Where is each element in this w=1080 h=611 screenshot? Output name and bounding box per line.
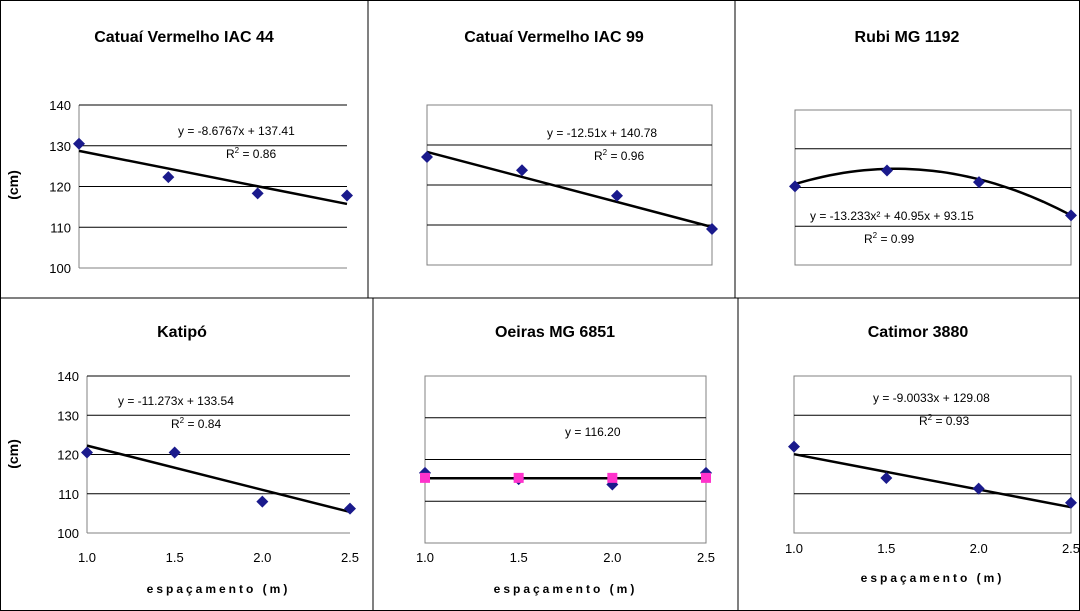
y-tick-label: 100 [57,526,79,541]
x-tick-label: 2.5 [1062,541,1080,556]
x-tick-label: 1.5 [166,550,184,565]
data-point [788,440,800,453]
data-point [81,446,93,459]
trendline [794,167,1072,217]
x-tick-label: 1.0 [78,550,96,565]
data-point [789,180,801,193]
x-axis-title: espaçamento (m) [861,571,1005,585]
data-point [516,164,528,177]
chart-panel-6: Catimor 3880 1.0 1.5 2.0 2.5 espaçamento (m) y… [785,324,1080,585]
data-point [251,187,264,200]
y-tick-label: 130 [49,139,71,154]
chart-title: Katipó [157,324,207,341]
data-point [972,482,985,495]
r-squared-label: R2 = 0.96 [594,148,644,163]
data-point-alt [607,472,618,483]
x-tick-label: 2.5 [341,550,359,565]
y-tick-label: 100 [49,261,71,276]
trendline [793,452,1072,509]
chart-panel-2: Catuaí Vermelho IAC 99 y = -12.51x + 140.… [421,29,718,266]
data-point [421,151,433,163]
data-point-alt [513,472,524,483]
data-point [256,495,269,508]
data-point [344,502,356,515]
x-tick-label: 1.0 [785,541,803,556]
trend-equation: y = -12.51x + 140.78 [547,126,657,140]
x-axis-title: espaçamento (m) [494,582,638,596]
data-point [168,446,181,459]
x-axis-title: espaçamento (m) [147,582,291,596]
trend-equation: y = -8.6767x + 137.41 [178,124,295,138]
trend-equation: y = 116.20 [565,425,621,439]
y-tick-label: 110 [50,220,71,235]
data-point [1065,209,1077,222]
y-tick-label: 120 [57,448,79,463]
data-point [73,137,85,150]
x-tick-label: 1.5 [877,541,895,556]
trend-equation: y = -13.233x² + 40.95x + 93.15 [810,209,974,223]
y-tick-label: 110 [58,487,79,502]
chart-title: Rubi MG 1192 [855,29,960,46]
trend-equation: y = -9.0033x + 129.08 [873,391,990,405]
data-point [611,189,623,202]
data-point [880,472,893,485]
chart-title: Catuaí Vermelho IAC 99 [464,29,644,46]
trendline [78,149,348,206]
y-tick-label: 120 [49,180,71,195]
chart-title: Oeiras MG 6851 [495,324,615,341]
trend-equation: y = -11.273x + 133.54 [118,394,234,408]
y-axis-title: (cm) [5,170,21,200]
data-point [706,223,718,235]
data-point-alt [420,472,430,483]
chart-panel-3: Rubi MG 1192 y = -13.233x² + 40.95x + 93.… [789,29,1077,266]
trendline [86,444,351,514]
x-tick-label: 2.0 [970,541,988,556]
r-squared-label: R2 = 0.84 [171,416,221,431]
x-tick-label: 1.0 [416,550,434,565]
chart-panel-1: Catuaí Vermelho IAC 44 100 110 120 130 140 (cm… [5,29,353,276]
chart-panel-4: Katipó 100 110 120 130 140 1.0 1.5 2.0 2.5 (cm) esp… [5,324,359,596]
x-tick-label: 2.0 [603,550,621,565]
x-tick-label: 2.0 [253,550,271,565]
y-tick-label: 140 [57,369,79,384]
r-squared-label: R2 = 0.99 [864,231,914,246]
data-point [973,176,985,189]
y-tick-label: 130 [57,408,79,423]
r-squared-label: R2 = 0.93 [919,413,969,428]
chart-title: Catuaí Vermelho IAC 44 [94,29,274,46]
chart-panel-5: Oeiras MG 6851 1.0 1.5 2.0 2.5 espaçamento (m… [416,324,715,596]
data-point-alt [701,472,711,483]
trendline [426,150,713,229]
y-axis-title: (cm) [5,439,21,469]
data-point [881,164,893,177]
data-point [1065,496,1077,509]
r-squared-label: R2 = 0.86 [226,146,276,161]
data-point [341,189,353,202]
x-tick-label: 2.5 [697,550,715,565]
chart-title: Catimor 3880 [868,324,969,341]
data-point [162,171,175,184]
x-tick-label: 1.5 [510,550,528,565]
y-tick-label: 140 [49,98,71,113]
